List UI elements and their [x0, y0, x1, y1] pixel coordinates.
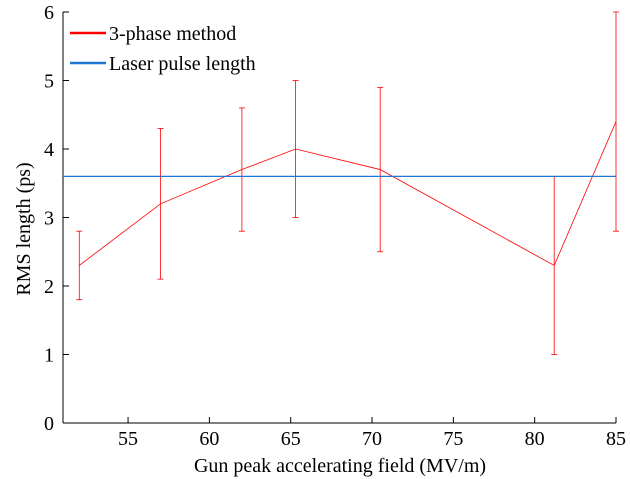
x-tick-label: 60	[199, 428, 219, 450]
y-tick-label: 2	[44, 276, 54, 298]
y-tick-label: 4	[44, 139, 54, 161]
x-tick-label: 65	[281, 428, 301, 450]
y-axis-title-group: RMS length (ps)	[13, 162, 35, 295]
x-tick-label: 70	[362, 428, 382, 450]
legend: 3-phase method Laser pulse length	[70, 23, 256, 75]
y-tick-label: 1	[44, 345, 54, 367]
x-tick-label: 75	[443, 428, 463, 450]
y-tick-label: 5	[44, 71, 54, 93]
x-tick-label: 85	[606, 428, 626, 450]
legend-label-2: Laser pulse length	[109, 53, 256, 75]
x-tick-label: 55	[118, 428, 138, 450]
plot-area: 55 60 65 70 75 80 85 0 1 2 3 4 5 6	[44, 2, 626, 450]
y-tick-label: 6	[44, 2, 54, 24]
legend-label-1: 3-phase method	[109, 23, 236, 45]
x-axis-title: Gun peak accelerating field (MV/m)	[194, 455, 486, 477]
y-axis-title: RMS length (ps)	[13, 162, 35, 295]
x-tick-label: 80	[525, 428, 545, 450]
series-line-1	[79, 121, 617, 267]
y-tick-label: 3	[44, 208, 54, 230]
y-tick-label: 0	[44, 413, 54, 435]
